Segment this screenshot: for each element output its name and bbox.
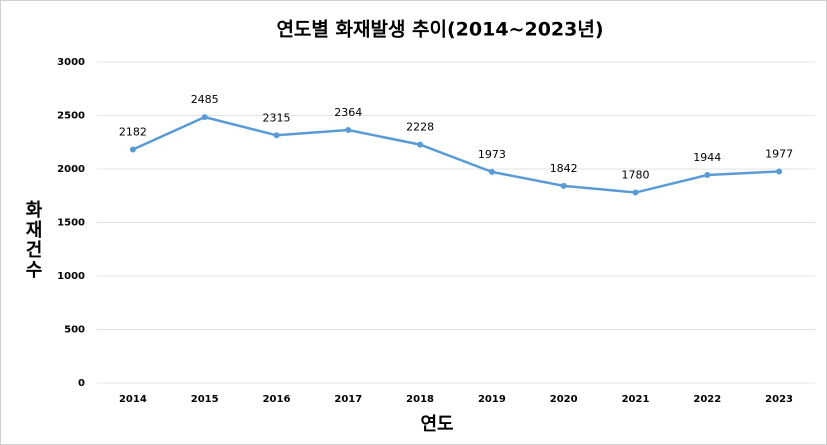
data-label: 2315 <box>263 111 291 124</box>
point <box>345 127 352 134</box>
point <box>273 132 280 139</box>
y-tick-label: 1500 <box>57 218 85 229</box>
y-tick-label: 3000 <box>57 57 85 68</box>
data-label: 1944 <box>693 151 721 164</box>
x-axis-label: 연도 <box>420 414 453 435</box>
data-label: 1977 <box>765 147 793 160</box>
y-tick-label: 0 <box>78 378 85 389</box>
x-tick-label: 2014 <box>119 394 147 405</box>
data-label: 1842 <box>550 162 578 175</box>
x-tick-label: 2016 <box>263 394 291 405</box>
x-tick-label: 2018 <box>406 394 434 405</box>
line <box>132 115 780 194</box>
point <box>201 114 208 121</box>
point <box>488 168 495 175</box>
point <box>632 189 639 196</box>
chart-title: 연도별 화재발생 추이(2014~2023년) <box>276 19 603 41</box>
x-tick-label: 2020 <box>550 394 578 405</box>
data-label: 2485 <box>191 93 219 106</box>
x-tick-label: 2017 <box>334 394 362 405</box>
x-tick-label: 2015 <box>191 394 219 405</box>
y-tick-label: 1000 <box>57 271 85 282</box>
x-tick-label: 2023 <box>765 394 793 405</box>
point <box>704 171 711 178</box>
data-label: 2182 <box>119 126 147 139</box>
x-tick-label: 2022 <box>693 394 721 405</box>
point <box>417 141 424 148</box>
point <box>129 146 136 153</box>
y-axis-label: 화재건수 <box>22 200 43 280</box>
y-tick-label: 2000 <box>57 164 85 175</box>
point <box>560 182 567 189</box>
data-label: 1973 <box>478 148 506 161</box>
data-label: 2364 <box>334 106 362 119</box>
x-tick-label: 2019 <box>478 394 506 405</box>
data-label: 2228 <box>406 121 434 134</box>
y-tick-label: 2500 <box>57 111 85 122</box>
y-tick-label: 500 <box>64 325 85 336</box>
data-label: 1780 <box>622 169 650 182</box>
x-tick-label: 2021 <box>622 394 650 405</box>
point <box>776 168 783 175</box>
